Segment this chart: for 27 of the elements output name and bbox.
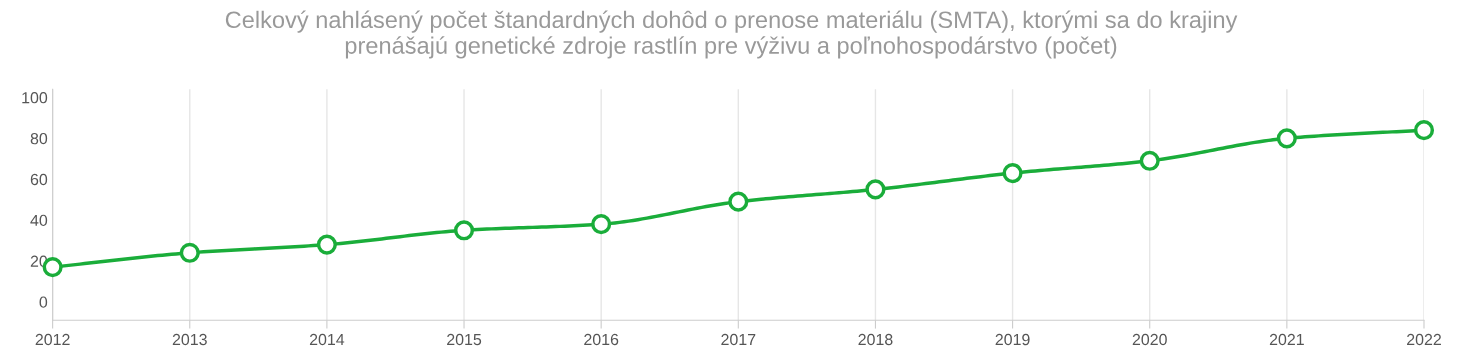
x-tick-label: 2012 [35,333,70,346]
point [1276,128,1297,149]
point [453,220,475,241]
x-tick-label: 2015 [447,333,482,346]
point [591,214,612,235]
x-tick-label: 2020 [1132,333,1167,346]
x-tick-label: 2014 [309,333,345,346]
x-tick-label: 2018 [858,333,893,346]
point [728,191,749,212]
x-tick-label: 2022 [1407,333,1441,346]
x-tick-label: 2017 [721,333,756,346]
y-tick-label: 40 [30,214,48,227]
point [865,179,886,200]
point [179,242,200,263]
y-tick-label: 60 [30,173,48,186]
x-tick-label: 2019 [995,333,1030,346]
y-tick-label: 80 [30,132,48,145]
x-tick-label: 2021 [1269,333,1304,346]
y-tick-label: 100 [22,92,48,104]
x-tick-label: 2016 [584,333,619,346]
chart-title: Celkový nahlásený počet štandardných dohôd o prenose materiálu (SMTA), ktorými sa do krajiny prenášajú genetické zdroje rastlín pre výživu a poľnohospodárstvo (počet) [225,10,1238,59]
point [1413,120,1435,141]
point [316,234,337,255]
y-tick-label: 0 [39,296,48,308]
point [1139,150,1160,171]
x-tick-label: 2013 [172,333,207,346]
point [1002,162,1023,184]
